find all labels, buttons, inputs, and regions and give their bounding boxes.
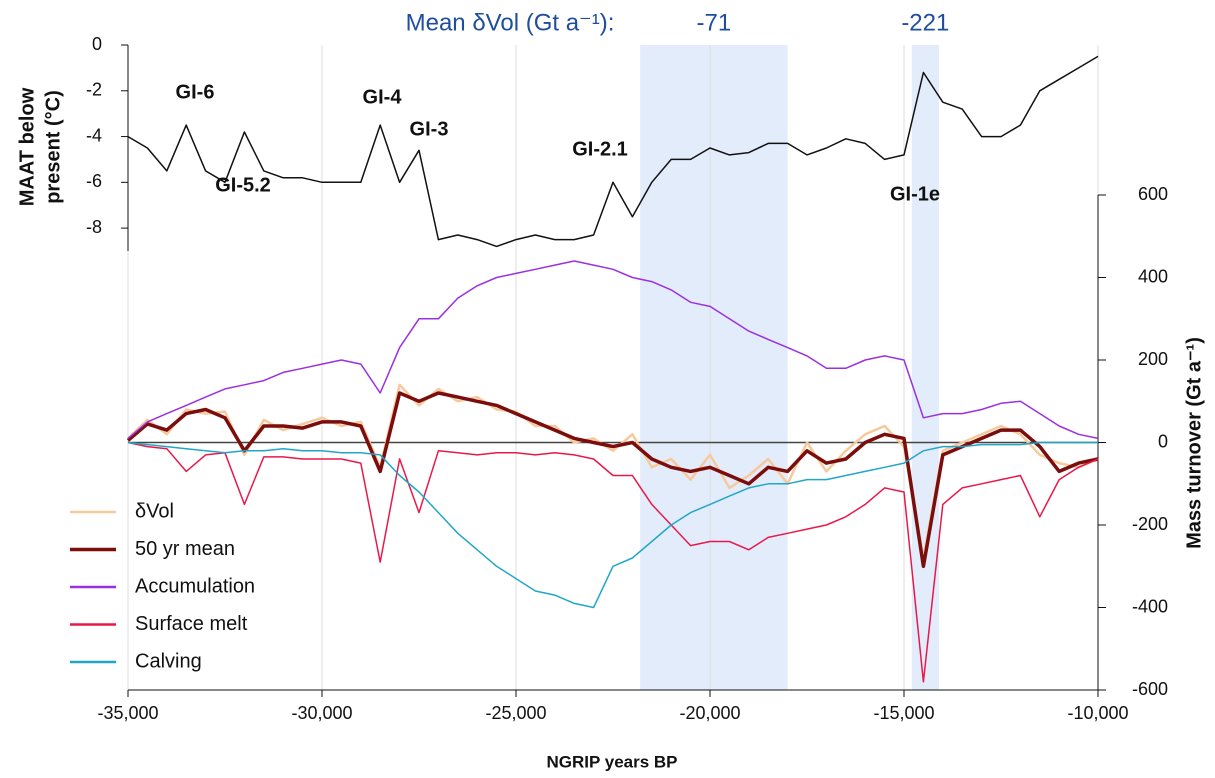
y-tick-label: 0 [92, 34, 102, 54]
y-tick-label: 600 [1138, 184, 1168, 204]
annotation: GI-2.1 [572, 138, 628, 160]
series-line [127, 383, 1099, 560]
background-layer [127, 45, 1099, 690]
series-line [127, 55, 1099, 248]
series-line [127, 441, 1099, 683]
annotation: GI-5.2 [215, 174, 271, 196]
y-tick-label: -600 [1132, 679, 1168, 699]
legend-label: 50 yr mean [135, 538, 235, 560]
legend-label: Accumulation [135, 575, 255, 597]
band-label: -71 [697, 9, 732, 36]
annotation: GI-6 [176, 81, 215, 103]
annotation: GI-3 [410, 118, 449, 140]
series-line [127, 441, 1098, 609]
y-tick-label: 400 [1138, 266, 1168, 286]
chart-title: Mean δVol (Gt a⁻¹): [406, 9, 615, 36]
x-tick-label: -35,000 [97, 703, 158, 723]
x-tick-label: -25,000 [485, 703, 546, 723]
y-tick-label: -8 [86, 217, 102, 237]
y-axis-label: Mass turnover (Gt a⁻¹) [1183, 337, 1205, 549]
y-tick-label: 0 [1158, 431, 1168, 451]
x-tick-label: -30,000 [291, 703, 352, 723]
annotation: GI-4 [363, 86, 403, 108]
y-tick-label: -400 [1132, 596, 1168, 616]
y-tick-label: -200 [1132, 514, 1168, 534]
legend-label: Calving [135, 650, 202, 672]
x-tick-label: -10,000 [1067, 703, 1128, 723]
y-axis-label: MAAT below [16, 87, 38, 206]
x-tick-label: -20,000 [679, 703, 740, 723]
series-line [126, 391, 1099, 569]
highlight-band [640, 45, 788, 690]
y-axis-label: present (°C) [42, 90, 64, 204]
y-tick-label: -4 [86, 125, 102, 145]
highlight-band [911, 45, 939, 690]
x-axis-label: NGRIP years BP [546, 752, 677, 771]
annotation: GI-1e [890, 183, 940, 205]
legend-label: Surface melt [135, 613, 248, 635]
legend-label: δVol [135, 500, 174, 522]
band-label: -221 [901, 9, 949, 36]
x-tick-label: -15,000 [873, 703, 934, 723]
series-line [127, 260, 1099, 440]
y-tick-label: -6 [86, 171, 102, 191]
y-tick-label: 200 [1138, 349, 1168, 369]
y-tick-label: -2 [86, 80, 102, 100]
